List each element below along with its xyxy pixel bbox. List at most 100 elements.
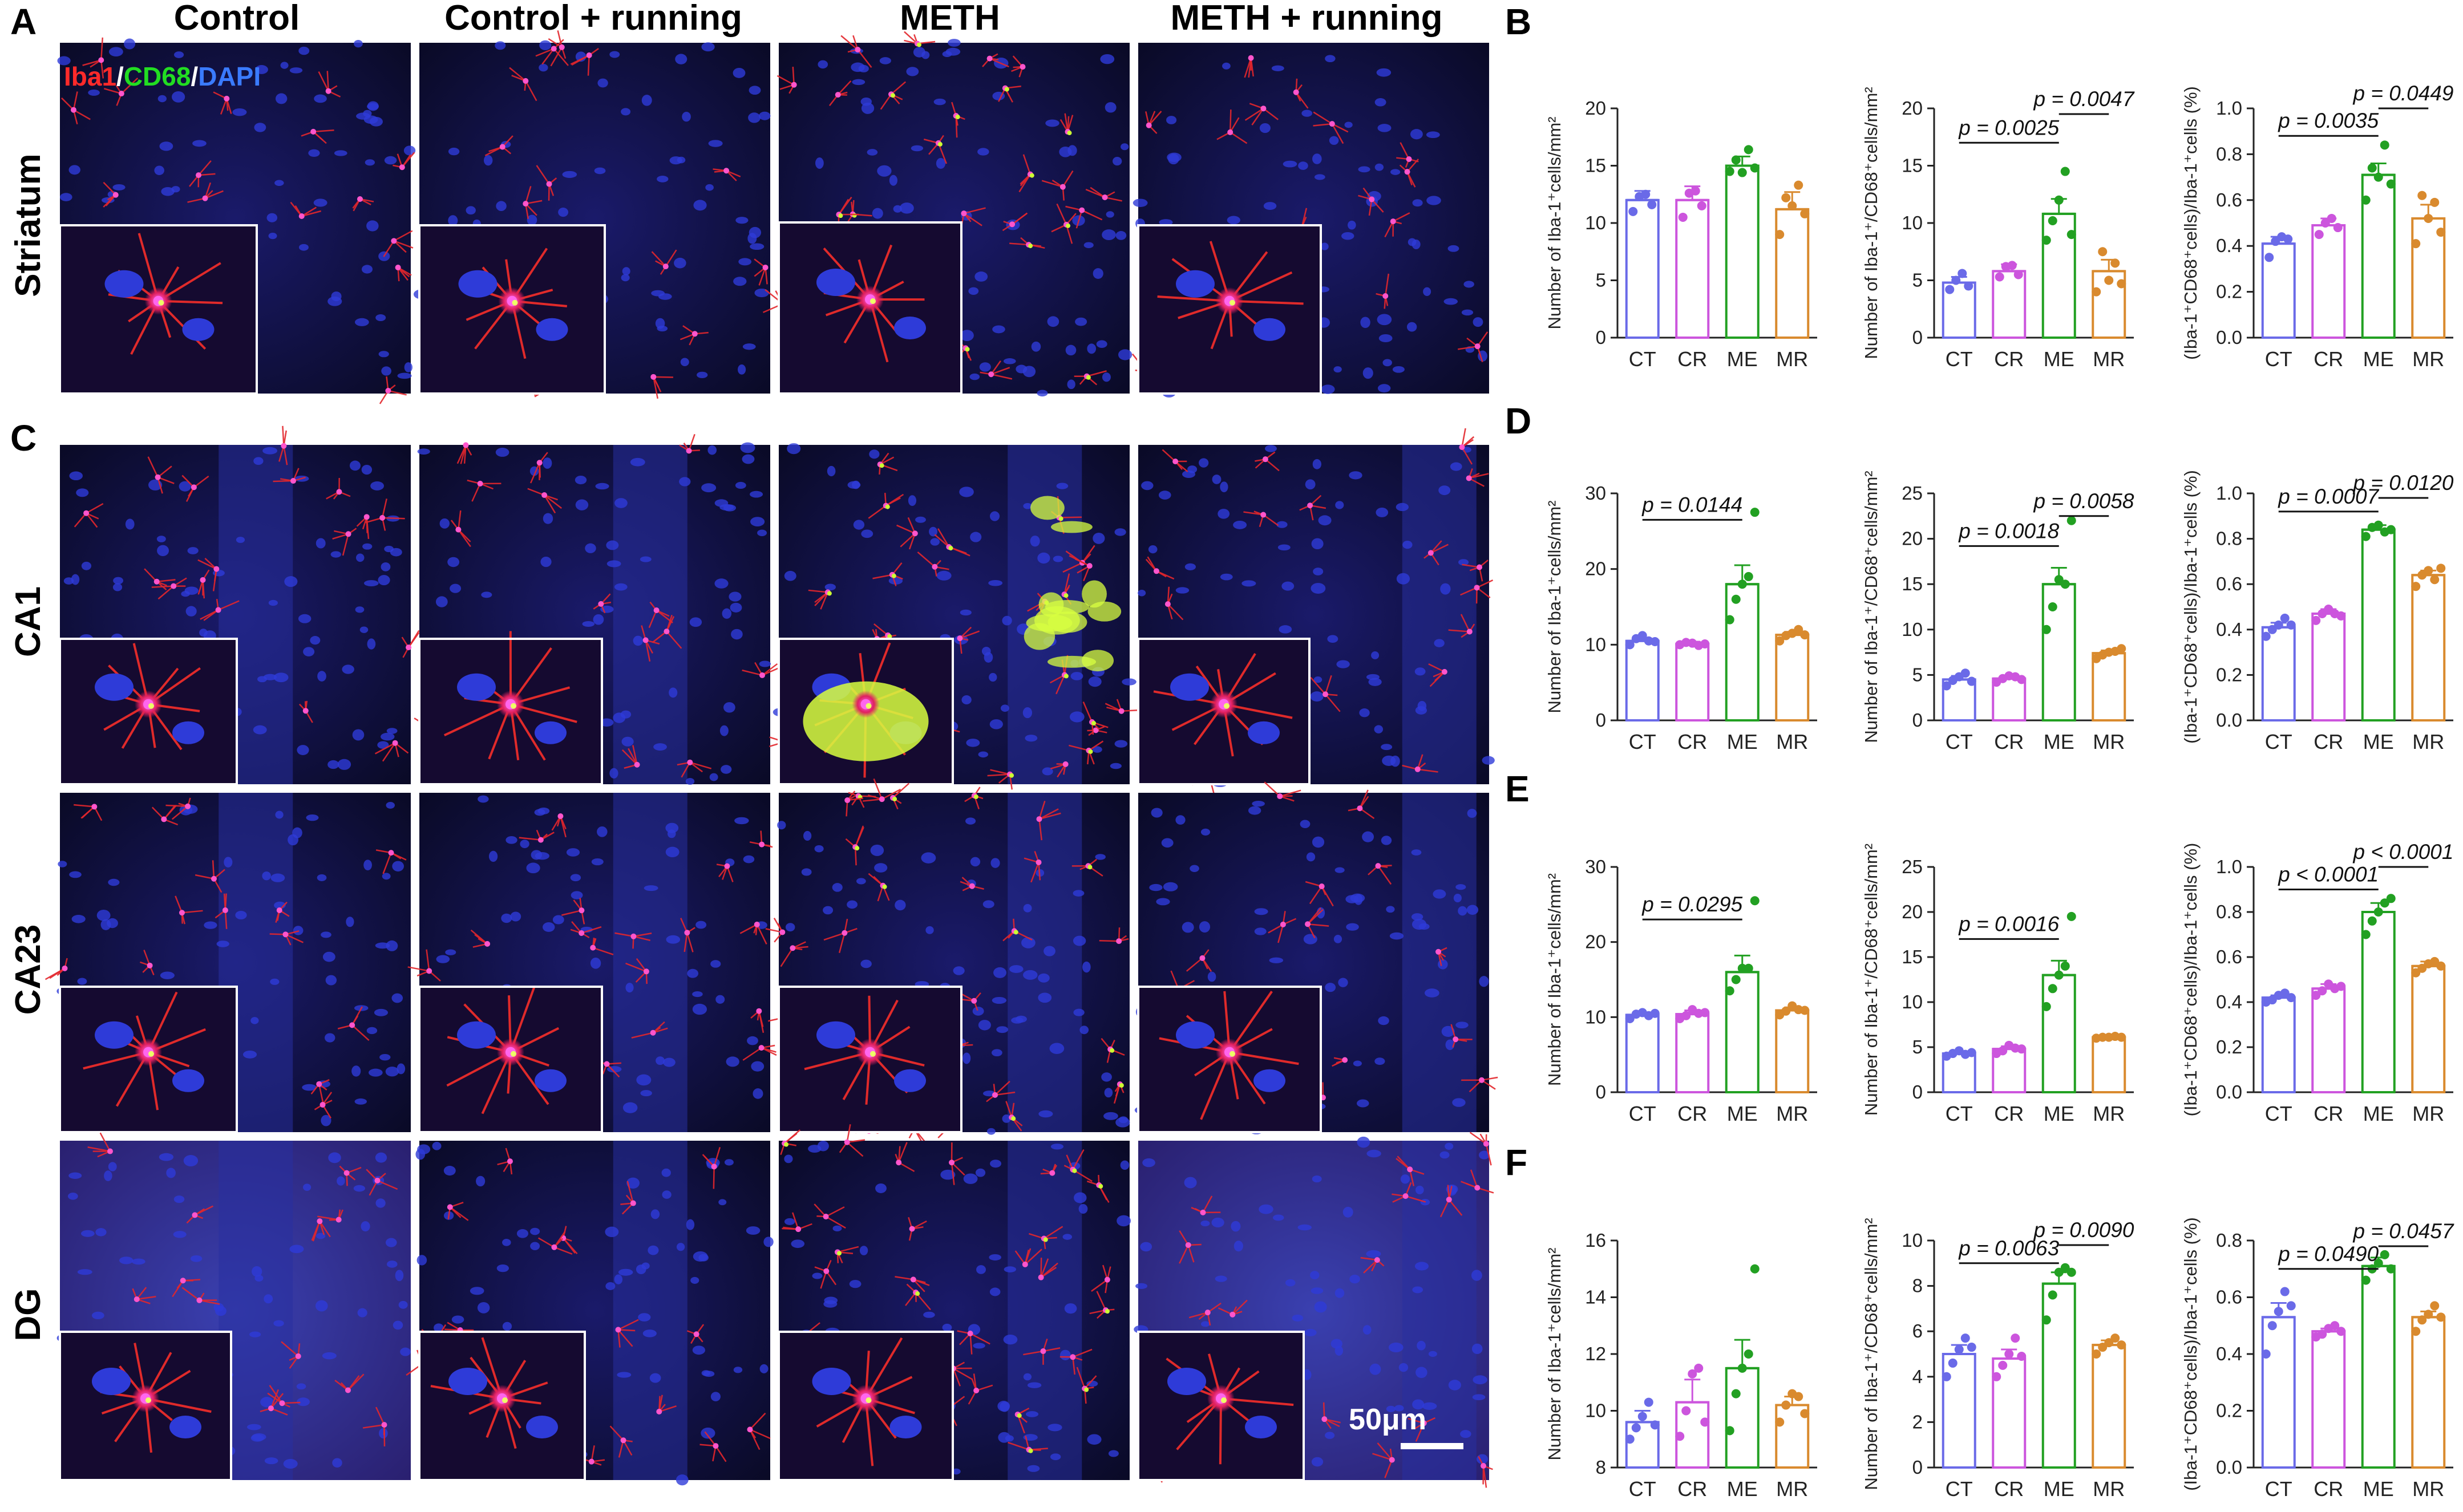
x-tick-label: ME: [2363, 730, 2394, 753]
x-tick-label: CT: [2265, 1477, 2292, 1501]
data-point: [1744, 145, 1753, 155]
y-tick-label: 1.0: [2216, 98, 2242, 119]
data-point: [1800, 630, 1810, 640]
data-point: [2380, 140, 2389, 150]
data-point: [2318, 986, 2327, 996]
stain-dapi: DAPI: [198, 62, 261, 91]
data-point: [2320, 218, 2330, 228]
data-point: [1700, 1417, 1710, 1427]
bar-chart: (Iba-1⁺CD68⁺cells)/Iba-1⁺cells (%) 0.0 0.2…: [2181, 840, 2453, 1125]
data-point: [1794, 1392, 1803, 1401]
x-tick-label: ME: [2044, 1102, 2074, 1125]
micrograph-grid: [45, 30, 1498, 1488]
bar-cr: [2311, 1330, 2346, 1469]
x-tick-label: CT: [1629, 347, 1656, 371]
data-point: [1688, 1369, 1697, 1379]
data-point: [2066, 230, 2076, 240]
data-point: [2098, 247, 2108, 257]
y-axis-label: Number of Iba-1⁺/CD68⁺cells/mm²: [1861, 1218, 1881, 1490]
data-point: [1750, 163, 1760, 173]
data-point: [2110, 258, 2120, 268]
data-point: [2430, 1301, 2440, 1311]
y-tick-label: 0.0: [2216, 327, 2242, 348]
micrograph-inset: [418, 631, 603, 785]
micrograph-tile: [769, 443, 1143, 790]
bar-chart: Number of Iba-1⁺cells/mm² 0 10 20 30 CT CR ME MR…: [1544, 483, 1817, 753]
data-point: [2330, 1321, 2340, 1331]
data-point: [2054, 575, 2064, 585]
data-point: [2361, 195, 2371, 205]
data-point: [2092, 1349, 2101, 1359]
x-tick-label: MR: [2412, 730, 2444, 753]
data-point: [1775, 636, 1785, 646]
data-point: [1781, 193, 1791, 202]
x-tick-label: CR: [1994, 1102, 2024, 1125]
x-tick-label: MR: [2093, 1102, 2125, 1125]
data-point: [2264, 253, 2274, 262]
data-point: [2004, 1349, 2014, 1359]
data-point: [2430, 197, 2440, 207]
data-point: [1775, 230, 1785, 240]
micrograph-inset: [59, 986, 238, 1133]
data-point: [1678, 212, 1688, 222]
data-point: [1794, 180, 1803, 190]
data-point: [2417, 1315, 2427, 1325]
bar-cr: [2311, 224, 2346, 339]
x-tick-label: MR: [2093, 347, 2125, 371]
x-tick-label: ME: [1727, 347, 1758, 371]
bar-chart: Number of Iba-1⁺cells/mm² 0 5 10 15 20 CT CR ME M…: [1544, 98, 1817, 371]
data-point: [1964, 281, 1973, 291]
bar-chart: (Iba-1⁺CD68⁺cells)/Iba-1⁺cells (%) 0.0 0.2…: [2181, 470, 2454, 753]
micrograph-inset: [778, 638, 954, 785]
micrograph-inset: [59, 1331, 232, 1481]
data-point: [1998, 1360, 2008, 1370]
data-point: [1731, 155, 1741, 165]
x-tick-label: MR: [2093, 1477, 2125, 1501]
data-point: [1731, 975, 1741, 984]
bar-mr: [2092, 1036, 2126, 1093]
y-tick-label: 0.0: [2216, 1457, 2242, 1478]
data-point: [1951, 275, 1961, 285]
y-axis-label: Number of Iba-1⁺/CD68⁺cells/mm²: [1861, 87, 1881, 359]
data-point: [2110, 1333, 2120, 1343]
micrograph-tile: [57, 37, 416, 404]
data-point: [1700, 639, 1710, 649]
data-point: [1794, 625, 1803, 634]
bar-chart: (Iba-1⁺CD68⁺cells)/Iba-1⁺cells (%) 0.0 0.2…: [2181, 82, 2453, 371]
x-tick-label: ME: [2363, 1477, 2394, 1501]
data-point: [1992, 1372, 2001, 1381]
y-tick-label: 0.8: [2216, 143, 2242, 164]
y-tick-label: 0: [1912, 327, 1923, 348]
data-point: [1954, 1345, 1964, 1355]
data-point: [2373, 520, 2383, 530]
p-value-label: p = 0.0018: [1958, 519, 2059, 542]
data-point: [1697, 201, 1706, 210]
bar-chart: Number of Iba-1⁺cells/mm² 0 10 20 30 CT CR ME MR…: [1544, 856, 1817, 1125]
data-point: [2417, 963, 2427, 973]
data-point: [2436, 228, 2446, 237]
y-tick-label: 15: [1902, 155, 1923, 176]
y-tick-label: 25: [1902, 483, 1923, 504]
p-value-label: p < 0.0001: [2353, 840, 2454, 864]
row-label-ca1: CA1: [9, 586, 48, 657]
y-tick-label: 12: [1585, 1343, 1606, 1364]
y-tick-label: 0: [1596, 1081, 1606, 1102]
data-point: [2311, 991, 2321, 1000]
data-point: [1960, 668, 1970, 678]
micrograph-inset: [778, 1331, 954, 1481]
y-axis-label: (Iba-1⁺CD68⁺cells)/Iba-1⁺cells (%): [2181, 86, 2201, 360]
data-point: [2060, 961, 2070, 971]
x-tick-label: ME: [2044, 1477, 2074, 1501]
data-point: [2417, 190, 2427, 200]
p-value-label: p = 0.0090: [2033, 1218, 2134, 1242]
micrograph-tile: [1137, 428, 1495, 796]
data-point: [1737, 168, 1747, 177]
data-point: [2041, 1002, 2051, 1011]
y-tick-label: 0.8: [2216, 1230, 2242, 1251]
x-tick-label: CT: [1629, 1102, 1656, 1125]
data-point: [2373, 172, 2383, 182]
micrograph-tile: [778, 1124, 1131, 1481]
bar-cr: [1675, 643, 1710, 722]
data-point: [1731, 594, 1741, 604]
data-point: [2117, 1032, 2126, 1042]
